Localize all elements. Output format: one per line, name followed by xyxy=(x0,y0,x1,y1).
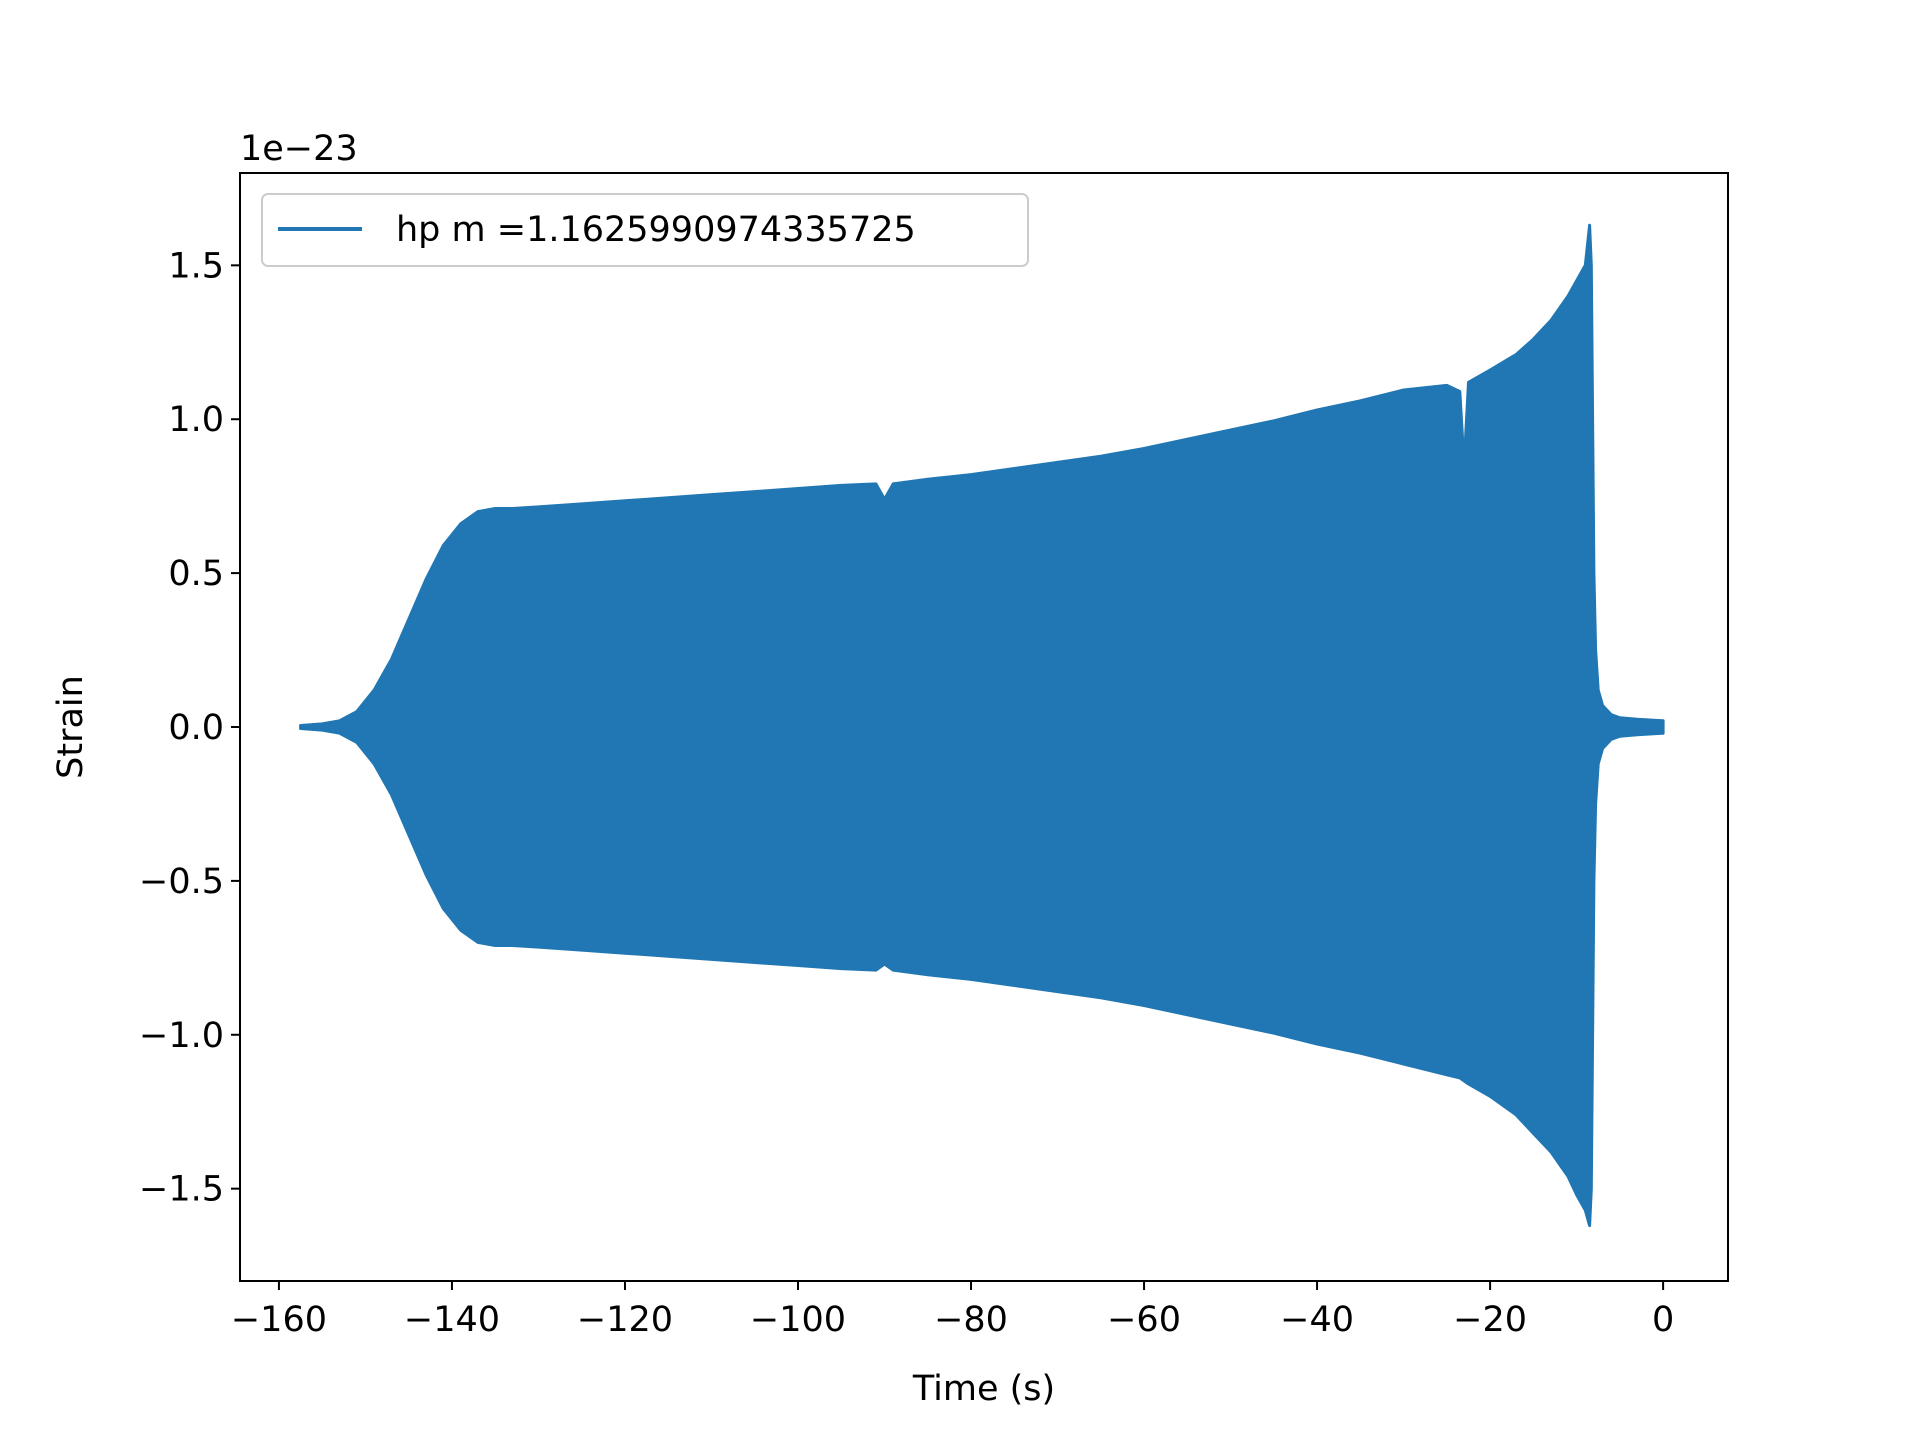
y-axis-title: Strain xyxy=(51,675,91,779)
x-tick-label: −160 xyxy=(231,1300,327,1340)
x-tick-label: −80 xyxy=(934,1300,1008,1340)
x-tick-label: −140 xyxy=(404,1300,500,1340)
x-tick-label: −100 xyxy=(750,1300,846,1340)
x-tick-label: −120 xyxy=(577,1300,673,1340)
x-axis-title: Time (s) xyxy=(912,1369,1055,1409)
y-offset-label: 1e−23 xyxy=(240,129,358,169)
plot-area xyxy=(299,223,1665,1228)
legend: hp m =1.1625990974335725 xyxy=(261,193,1029,267)
x-tick-label: −20 xyxy=(1453,1300,1527,1340)
y-tick-label: 1.0 xyxy=(168,400,224,440)
y-tick-label: −1.5 xyxy=(139,1170,224,1210)
legend-box xyxy=(261,193,1029,267)
series-waveform-0 xyxy=(299,223,1665,1228)
x-tick-label: −60 xyxy=(1107,1300,1181,1340)
x-tick-label: 0 xyxy=(1652,1300,1674,1340)
x-tick-label: −40 xyxy=(1280,1300,1354,1340)
legend-label: hp m =1.1625990974335725 xyxy=(396,210,916,250)
y-axis: −1.5 −1.0 −0.5 0.0 0.5 1.0 1.5 xyxy=(139,246,240,1210)
y-tick-label: 0.0 xyxy=(168,708,224,748)
y-tick-label: 0.5 xyxy=(168,554,224,594)
x-axis: −160 −140 −120 −100 −80 −60 −40 −20 0 xyxy=(231,1281,1674,1340)
y-tick-label: 1.5 xyxy=(168,246,224,286)
y-tick-label: −1.0 xyxy=(139,1016,224,1056)
y-tick-label: −0.5 xyxy=(139,862,224,902)
